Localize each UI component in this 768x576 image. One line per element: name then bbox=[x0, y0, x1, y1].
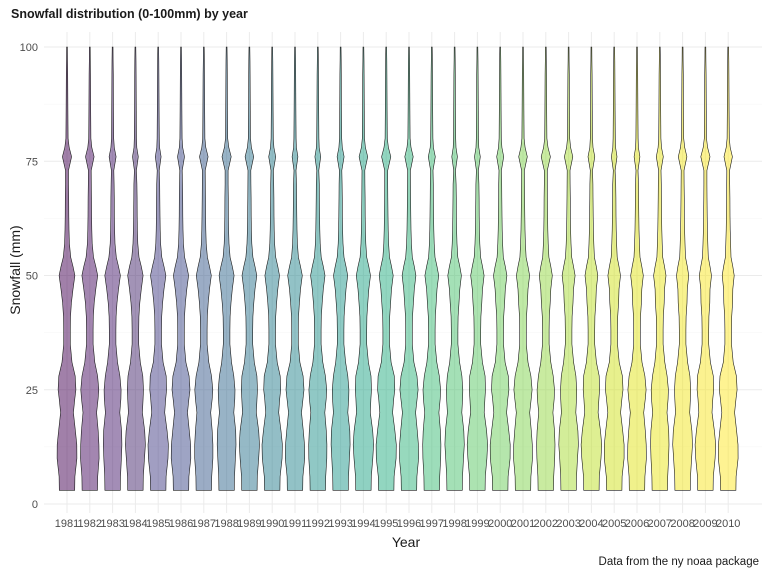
y-tick-label: 0 bbox=[32, 499, 38, 511]
violin-2002 bbox=[536, 46, 556, 491]
violin-1984 bbox=[125, 46, 146, 491]
x-tick-label: 1983 bbox=[100, 518, 124, 530]
violin-2006 bbox=[627, 46, 647, 491]
x-tick-label: 1988 bbox=[214, 518, 238, 530]
violin-2007 bbox=[650, 46, 670, 491]
violin-1993 bbox=[330, 46, 351, 491]
y-axis-ticks: 0 25 50 75 100 bbox=[20, 42, 38, 511]
x-tick-label: 1981 bbox=[55, 518, 79, 530]
violin-1982 bbox=[80, 46, 100, 491]
x-tick-label: 1994 bbox=[351, 518, 375, 530]
violin-2001 bbox=[513, 46, 533, 491]
violin-1985 bbox=[147, 46, 169, 491]
x-tick-label: 1984 bbox=[123, 518, 147, 530]
x-tick-label: 1985 bbox=[146, 518, 170, 530]
x-tick-label: 1996 bbox=[397, 518, 421, 530]
x-tick-label: 2008 bbox=[670, 518, 694, 530]
y-tick-label: 100 bbox=[20, 42, 38, 54]
x-tick-label: 2003 bbox=[556, 518, 580, 530]
x-axis-title: Year bbox=[392, 534, 421, 550]
x-tick-label: 1991 bbox=[283, 518, 307, 530]
x-tick-label: 2007 bbox=[648, 518, 672, 530]
chart-title: Snowfall distribution (0-100mm) by year bbox=[11, 7, 248, 21]
x-tick-label: 1997 bbox=[420, 518, 444, 530]
violin-2008 bbox=[672, 46, 693, 491]
violin-2000 bbox=[489, 46, 511, 491]
violin-1990 bbox=[261, 46, 283, 491]
x-tick-label: 2010 bbox=[716, 518, 740, 530]
chart-caption: Data from the ny noaa package bbox=[598, 556, 759, 568]
y-tick-label: 25 bbox=[26, 385, 38, 397]
x-tick-label: 2004 bbox=[579, 518, 603, 530]
violin-1996 bbox=[399, 46, 419, 491]
violin-1997 bbox=[422, 46, 442, 491]
x-tick-label: 2000 bbox=[488, 518, 512, 530]
x-tick-label: 2006 bbox=[625, 518, 649, 530]
violin-2004 bbox=[580, 46, 603, 491]
x-tick-label: 2009 bbox=[693, 518, 717, 530]
violin-2003 bbox=[558, 46, 579, 491]
x-tick-label: 1987 bbox=[192, 518, 216, 530]
violin-1986 bbox=[170, 46, 192, 491]
x-tick-label: 1989 bbox=[237, 518, 261, 530]
violin-1991 bbox=[284, 46, 306, 491]
violin-series bbox=[56, 46, 739, 491]
y-axis-title: Snowfall (mm) bbox=[7, 225, 23, 314]
x-axis-ticks: 1981198219831984198519861987198819891990… bbox=[55, 518, 741, 530]
x-tick-label: 1986 bbox=[169, 518, 193, 530]
x-tick-label: 2001 bbox=[511, 518, 535, 530]
x-tick-label: 1982 bbox=[78, 518, 102, 530]
x-tick-label: 1990 bbox=[260, 518, 284, 530]
violin-2009 bbox=[694, 46, 717, 491]
violin-1999 bbox=[466, 46, 488, 491]
x-tick-label: 1992 bbox=[306, 518, 330, 530]
violin-1987 bbox=[194, 46, 214, 491]
y-tick-label: 75 bbox=[26, 156, 38, 168]
violin-1983 bbox=[102, 46, 123, 491]
violin-1981 bbox=[56, 46, 78, 491]
violin-2005 bbox=[603, 46, 625, 491]
x-tick-label: 1998 bbox=[442, 518, 466, 530]
y-tick-label: 50 bbox=[26, 271, 38, 283]
violin-1995 bbox=[375, 46, 397, 491]
violin-1992 bbox=[308, 46, 328, 491]
violin-2010 bbox=[717, 46, 739, 491]
violin-1989 bbox=[238, 46, 260, 491]
x-tick-label: 2005 bbox=[602, 518, 626, 530]
violin-1998 bbox=[444, 46, 465, 491]
x-tick-label: 1993 bbox=[328, 518, 352, 530]
violin-1988 bbox=[216, 46, 237, 491]
x-tick-label: 2002 bbox=[534, 518, 558, 530]
x-tick-label: 1995 bbox=[374, 518, 398, 530]
x-tick-label: 1999 bbox=[465, 518, 489, 530]
violin-1994 bbox=[352, 46, 374, 491]
